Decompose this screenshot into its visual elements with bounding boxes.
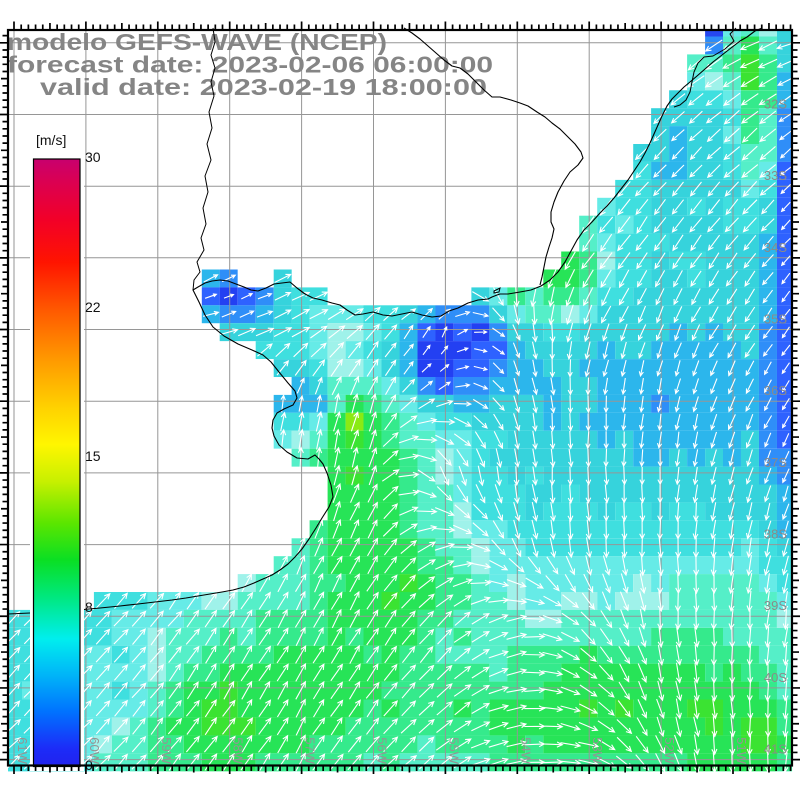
svg-text:60W: 60W [87,737,102,764]
svg-text:56W: 56W [375,737,390,764]
svg-text:valid date: 2023-02-19 18:00:0: valid date: 2023-02-19 18:00:00 [40,74,487,100]
svg-text:59W: 59W [159,737,174,764]
svg-text:34S: 34S [764,240,787,255]
svg-text:35S: 35S [764,312,787,327]
svg-text:15: 15 [85,448,101,464]
svg-text:37S: 37S [764,455,787,470]
svg-text:22: 22 [85,299,101,315]
svg-text:[m/s]: [m/s] [36,132,66,148]
svg-text:41S: 41S [764,742,787,757]
svg-text:53W: 53W [590,737,605,764]
svg-text:58W: 58W [231,737,246,764]
svg-text:38S: 38S [764,527,787,542]
svg-text:30: 30 [85,149,101,165]
svg-text:32S: 32S [764,97,787,112]
svg-text:40S: 40S [764,670,787,685]
svg-text:51W: 51W [734,737,749,764]
svg-text:52W: 52W [662,737,677,764]
svg-text:33S: 33S [764,168,787,183]
svg-text:39S: 39S [764,598,787,613]
svg-text:61W: 61W [15,737,30,764]
svg-text:57W: 57W [303,737,318,764]
svg-text:8: 8 [85,599,93,615]
svg-text:54W: 54W [518,737,533,764]
svg-text:36S: 36S [764,383,787,398]
svg-text:55W: 55W [446,737,461,764]
